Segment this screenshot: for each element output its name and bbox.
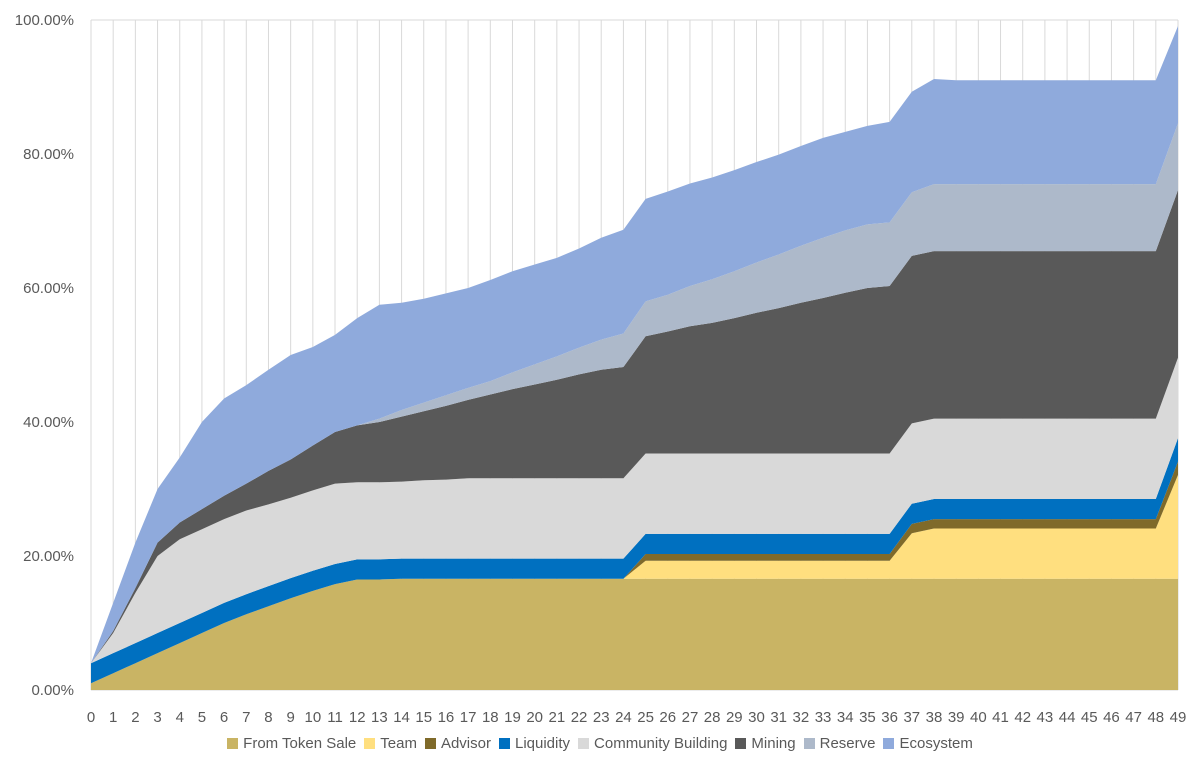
x-tick-label: 12 bbox=[349, 709, 366, 726]
x-tick-label: 18 bbox=[482, 709, 499, 726]
x-tick-label: 45 bbox=[1081, 709, 1098, 726]
x-tick-label: 44 bbox=[1059, 709, 1076, 726]
x-tick-label: 43 bbox=[1037, 709, 1054, 726]
x-tick-label: 41 bbox=[992, 709, 1009, 726]
area-mining bbox=[91, 190, 1178, 664]
legend-label: Ecosystem bbox=[899, 735, 973, 752]
legend-swatch bbox=[883, 738, 895, 749]
x-tick-label: 10 bbox=[304, 709, 321, 726]
legend-swatch bbox=[364, 738, 376, 749]
x-tick-label: 3 bbox=[153, 709, 161, 726]
x-tick-label: 11 bbox=[327, 709, 343, 726]
area-series bbox=[91, 26, 1178, 690]
x-tick-label: 15 bbox=[415, 709, 432, 726]
legend-label: Liquidity bbox=[514, 735, 571, 752]
y-tick-label: 80.00% bbox=[23, 146, 74, 163]
x-tick-label: 33 bbox=[815, 709, 832, 726]
x-tick-label: 21 bbox=[549, 709, 566, 726]
x-tick-label: 42 bbox=[1014, 709, 1031, 726]
x-tick-label: 36 bbox=[881, 709, 898, 726]
chart-legend: From Token Sale Team Advisor Liquidity Commu… bbox=[0, 735, 1200, 752]
x-tick-label: 19 bbox=[504, 709, 521, 726]
legend-item: Reserve bbox=[803, 735, 876, 752]
x-tick-label: 34 bbox=[837, 709, 854, 726]
x-tick-label: 28 bbox=[704, 709, 721, 726]
x-axis-ticks: 0 1 2 3 4 5 6 7 8 9 10 11 12 13 14 15 16 17 18 19 20 21 22 23 24… bbox=[87, 709, 1187, 726]
x-tick-label: 6 bbox=[220, 709, 228, 726]
x-tick-label: 4 bbox=[176, 709, 184, 726]
legend-swatch bbox=[578, 738, 590, 749]
x-tick-label: 38 bbox=[926, 709, 943, 726]
legend-item: Team bbox=[364, 735, 417, 752]
legend-swatch bbox=[735, 738, 747, 749]
legend-label: Community Building bbox=[594, 735, 728, 752]
x-tick-label: 1 bbox=[109, 709, 117, 726]
x-tick-label: 27 bbox=[682, 709, 699, 726]
legend-label: Team bbox=[380, 735, 417, 752]
x-tick-label: 37 bbox=[903, 709, 920, 726]
x-tick-label: 14 bbox=[393, 709, 410, 726]
x-tick-label: 17 bbox=[460, 709, 477, 726]
legend-item: Mining bbox=[735, 735, 796, 752]
x-tick-label: 0 bbox=[87, 709, 95, 726]
x-tick-label: 47 bbox=[1125, 709, 1142, 726]
area-from-token-sale bbox=[91, 578, 1178, 690]
x-tick-label: 40 bbox=[970, 709, 987, 726]
area-liquidity bbox=[91, 438, 1178, 684]
legend-label: Advisor bbox=[440, 735, 491, 752]
legend-item: Liquidity bbox=[498, 735, 571, 752]
legend-item: From Token Sale bbox=[227, 735, 356, 752]
y-axis-ticks: 0.00% 20.00% 40.00% 60.00% 80.00% 100.00% bbox=[15, 12, 74, 699]
legend-item: Ecosystem bbox=[883, 735, 973, 752]
x-tick-label: 9 bbox=[286, 709, 294, 726]
legend-swatch bbox=[227, 738, 239, 749]
legend-item: Community Building bbox=[578, 735, 727, 752]
legend-label: Mining bbox=[751, 735, 796, 752]
x-tick-label: 16 bbox=[438, 709, 455, 726]
x-tick-label: 35 bbox=[859, 709, 876, 726]
x-tick-label: 7 bbox=[242, 709, 250, 726]
legend-label: From Token Sale bbox=[243, 735, 357, 752]
x-tick-label: 20 bbox=[526, 709, 543, 726]
x-tick-label: 31 bbox=[770, 709, 787, 726]
y-tick-label: 100.00% bbox=[15, 12, 74, 29]
x-tick-label: 25 bbox=[637, 709, 654, 726]
x-tick-label: 24 bbox=[615, 709, 632, 726]
x-tick-label: 23 bbox=[593, 709, 610, 726]
x-tick-label: 5 bbox=[198, 709, 206, 726]
x-tick-label: 8 bbox=[264, 709, 272, 726]
legend-swatch bbox=[498, 738, 510, 749]
x-tick-label: 46 bbox=[1103, 709, 1120, 726]
legend-item: Advisor bbox=[424, 735, 491, 752]
x-tick-label: 30 bbox=[748, 709, 765, 726]
x-tick-label: 26 bbox=[659, 709, 676, 726]
x-tick-label: 22 bbox=[571, 709, 588, 726]
y-tick-label: 20.00% bbox=[23, 548, 74, 565]
x-tick-label: 13 bbox=[371, 709, 388, 726]
x-tick-label: 48 bbox=[1147, 709, 1164, 726]
x-tick-label: 32 bbox=[793, 709, 810, 726]
legend-label: Reserve bbox=[819, 735, 876, 752]
x-tick-label: 29 bbox=[726, 709, 743, 726]
y-tick-label: 40.00% bbox=[23, 414, 74, 431]
x-tick-label: 49 bbox=[1170, 709, 1187, 726]
x-tick-label: 39 bbox=[948, 709, 965, 726]
area-community-building bbox=[91, 357, 1178, 664]
y-tick-label: 0.00% bbox=[31, 682, 74, 699]
legend-swatch bbox=[803, 738, 815, 749]
legend-swatch bbox=[424, 738, 436, 749]
area-ecosystem bbox=[91, 26, 1178, 664]
y-tick-label: 60.00% bbox=[23, 280, 74, 297]
x-tick-label: 2 bbox=[131, 709, 139, 726]
area-reserve bbox=[91, 123, 1178, 664]
